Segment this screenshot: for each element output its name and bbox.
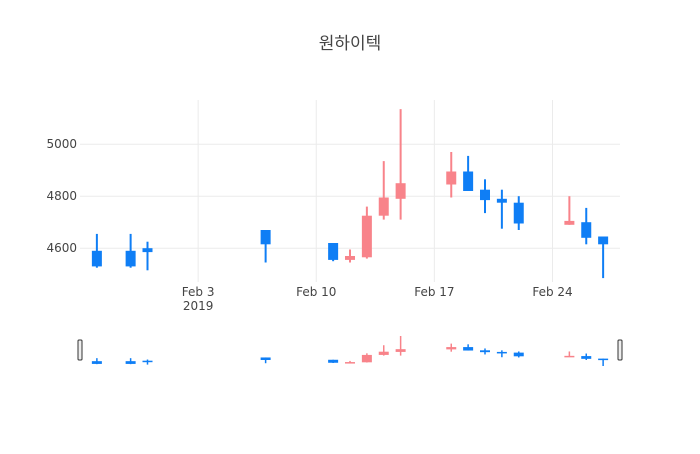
candle-body [598, 236, 609, 245]
slider-candle [581, 353, 592, 360]
candle [496, 189, 507, 229]
candle [125, 233, 136, 268]
candle [395, 109, 406, 220]
candle-body [91, 250, 102, 267]
slider-candle [598, 358, 609, 366]
candle [564, 196, 575, 225]
candle [480, 179, 490, 214]
x-tick-year-label: 2019 [183, 299, 214, 313]
slider-candle [378, 345, 389, 356]
slider-candle-body [395, 349, 406, 352]
candle [260, 230, 271, 263]
range-slider[interactable] [77, 336, 623, 366]
chart-title: 원하이텍 [319, 34, 382, 54]
x-tick-label: Feb 3 [182, 285, 215, 299]
slider-candle-body [513, 352, 524, 357]
candles-layer [91, 109, 609, 279]
slider-candle-body [446, 347, 457, 350]
candle [513, 196, 524, 230]
slider-candle-body [91, 361, 102, 364]
candle [378, 161, 389, 220]
x-tick-label: Feb 10 [296, 285, 336, 299]
candle-body [395, 183, 406, 199]
slider-candle [328, 359, 339, 363]
slider-candle [564, 351, 575, 358]
candle [581, 207, 592, 245]
slider-candle-body [463, 347, 474, 351]
candle [142, 241, 153, 271]
slider-candle-body [125, 361, 136, 364]
candle [446, 152, 457, 198]
slider-candle [361, 353, 372, 363]
slider-candle-body [581, 356, 592, 359]
candle-body [446, 171, 457, 185]
x-tick-label: Feb 24 [532, 285, 572, 299]
slider-candle-body [142, 360, 153, 363]
slider-candle [260, 357, 271, 364]
y-tick-label: 4800 [46, 189, 77, 203]
candle-body [463, 171, 474, 191]
y-tick-label: 5000 [46, 137, 77, 151]
x-tick-label: Feb 17 [414, 285, 454, 299]
candle-body [328, 243, 339, 260]
range-slider-right-handle[interactable] [617, 339, 623, 361]
candle-body [378, 197, 389, 216]
candle [463, 155, 474, 191]
candle-body [345, 256, 355, 260]
candle-body [142, 248, 153, 253]
slider-candle-body [480, 350, 490, 353]
grid-layer [80, 100, 620, 282]
slider-candle [125, 358, 136, 365]
candle-body [361, 215, 372, 258]
candle-body [480, 189, 490, 201]
slider-candle [446, 343, 457, 352]
slider-candle [463, 344, 474, 351]
candle [91, 233, 102, 268]
slider-candle [345, 360, 355, 364]
slider-candle [496, 350, 507, 358]
candle-body [564, 220, 575, 225]
range-slider-left-handle[interactable] [77, 339, 83, 361]
slider-candle [91, 358, 102, 365]
candle [328, 243, 339, 262]
y-tick-label: 4600 [46, 241, 77, 255]
candle-body [513, 202, 524, 224]
slider-candle-body [345, 362, 355, 364]
slider-candle [513, 351, 524, 358]
slider-candle-body [564, 355, 575, 358]
candle-body [496, 198, 507, 203]
slider-candle-body [496, 351, 507, 354]
slider-candle [480, 348, 490, 355]
slider-candle-body [260, 357, 271, 360]
slider-candle-body [361, 354, 372, 363]
slider-candle-body [328, 359, 339, 363]
candle-body [581, 222, 592, 238]
slider-candle-body [378, 351, 389, 355]
slider-candle [142, 359, 153, 365]
candle [345, 249, 355, 263]
slider-candle-body [598, 358, 609, 361]
slider-candle [395, 336, 406, 356]
candle-body [125, 250, 136, 267]
candle [598, 236, 609, 279]
candle-body [260, 230, 271, 245]
candle [361, 206, 372, 259]
